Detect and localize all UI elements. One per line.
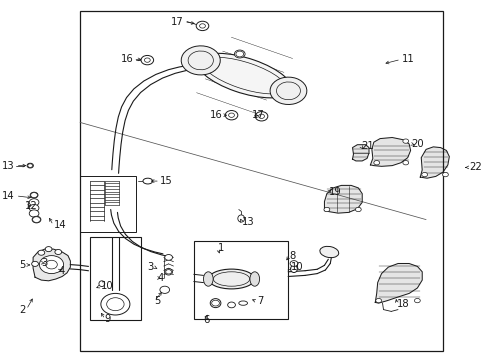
Text: 2: 2 [19, 305, 25, 315]
Circle shape [33, 217, 41, 222]
Circle shape [228, 113, 234, 117]
Circle shape [29, 210, 39, 217]
Circle shape [255, 112, 267, 121]
Circle shape [421, 172, 427, 177]
Circle shape [32, 261, 39, 266]
Text: 4: 4 [157, 273, 163, 283]
Polygon shape [419, 147, 448, 178]
Polygon shape [324, 185, 362, 213]
Circle shape [227, 302, 235, 308]
Ellipse shape [210, 299, 221, 307]
Circle shape [355, 207, 361, 212]
Circle shape [414, 298, 419, 303]
Text: 16: 16 [121, 54, 133, 64]
Circle shape [28, 164, 33, 167]
Text: 17: 17 [171, 17, 184, 27]
Text: 3: 3 [41, 258, 47, 268]
Bar [80, 176, 136, 232]
Ellipse shape [164, 269, 172, 275]
Text: 18: 18 [396, 299, 409, 309]
Text: 15: 15 [160, 176, 172, 186]
Ellipse shape [234, 50, 244, 58]
Circle shape [38, 250, 44, 255]
Text: 4: 4 [58, 266, 64, 276]
Text: 11: 11 [401, 54, 414, 64]
Text: 10: 10 [100, 281, 113, 291]
Ellipse shape [290, 265, 297, 273]
Ellipse shape [30, 192, 38, 198]
Circle shape [31, 193, 38, 198]
Text: 14: 14 [2, 191, 15, 201]
Circle shape [211, 300, 219, 306]
Circle shape [375, 298, 381, 303]
Ellipse shape [142, 178, 152, 184]
Circle shape [289, 261, 297, 266]
Text: 12: 12 [25, 201, 38, 211]
Text: 6: 6 [203, 315, 209, 325]
Circle shape [258, 114, 264, 118]
Text: 10: 10 [290, 262, 303, 272]
Circle shape [55, 249, 61, 255]
Circle shape [196, 21, 208, 31]
Text: 5: 5 [154, 296, 160, 306]
Ellipse shape [238, 301, 247, 305]
Ellipse shape [319, 246, 338, 258]
Text: 13: 13 [2, 161, 15, 171]
Ellipse shape [99, 281, 104, 287]
Circle shape [40, 256, 63, 274]
Ellipse shape [237, 215, 244, 222]
Ellipse shape [203, 272, 213, 286]
Ellipse shape [249, 272, 259, 286]
Ellipse shape [208, 269, 254, 289]
Polygon shape [374, 264, 421, 303]
Text: 20: 20 [411, 139, 423, 149]
Text: 22: 22 [468, 162, 481, 172]
Circle shape [442, 172, 447, 177]
Bar [193, 241, 287, 319]
Circle shape [324, 207, 329, 212]
Ellipse shape [197, 53, 291, 98]
Circle shape [45, 260, 57, 269]
Circle shape [144, 58, 150, 62]
Ellipse shape [164, 255, 172, 260]
Circle shape [106, 298, 124, 311]
Text: 14: 14 [53, 220, 66, 230]
Text: 9: 9 [104, 314, 110, 324]
Circle shape [402, 139, 408, 143]
Text: 5: 5 [19, 260, 25, 270]
Polygon shape [370, 138, 410, 166]
Polygon shape [33, 249, 70, 281]
Text: 8: 8 [289, 251, 295, 261]
Circle shape [373, 161, 379, 165]
Circle shape [101, 293, 130, 315]
Circle shape [45, 247, 52, 252]
Bar [80, 11, 442, 351]
Ellipse shape [181, 46, 220, 75]
Text: 19: 19 [328, 186, 341, 197]
Text: 7: 7 [256, 296, 263, 306]
Circle shape [199, 24, 205, 28]
Text: 13: 13 [242, 217, 254, 228]
Circle shape [141, 55, 153, 65]
Circle shape [225, 111, 237, 120]
Text: 3: 3 [147, 262, 153, 272]
Text: 16: 16 [210, 110, 223, 120]
Circle shape [402, 161, 408, 165]
Ellipse shape [27, 163, 33, 168]
Circle shape [160, 286, 169, 293]
Ellipse shape [32, 216, 41, 223]
Ellipse shape [269, 77, 306, 104]
Circle shape [29, 204, 39, 212]
Polygon shape [352, 145, 368, 161]
Circle shape [235, 51, 243, 57]
Text: 21: 21 [360, 141, 373, 151]
Bar [90, 237, 140, 320]
Circle shape [29, 199, 39, 206]
Text: 1: 1 [218, 243, 224, 253]
Circle shape [165, 270, 171, 274]
Text: 17: 17 [251, 110, 264, 120]
